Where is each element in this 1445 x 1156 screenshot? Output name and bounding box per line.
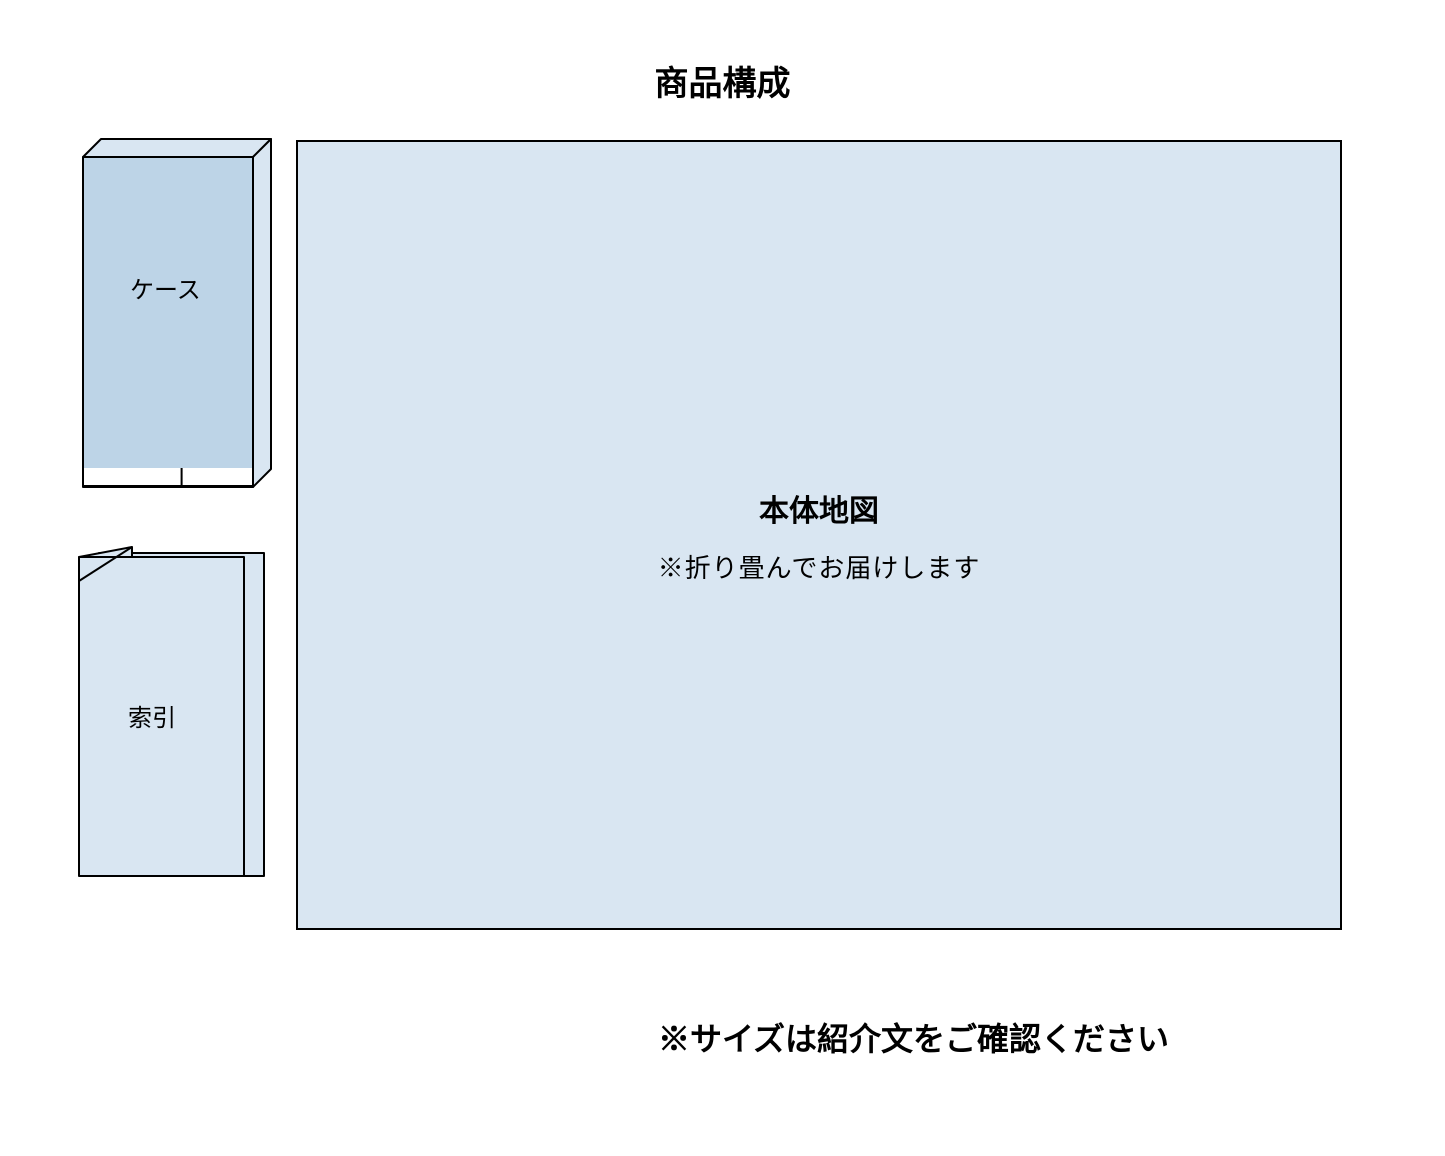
diagram-title: 商品構成 [0, 56, 1445, 105]
case-label: ケース [130, 270, 201, 305]
case-icon [82, 138, 272, 488]
main-map-note: ※折り畳んでお届けします [658, 548, 981, 585]
size-footnote: ※サイズは紹介文をご確認ください [658, 1014, 1169, 1060]
main-map-box: 本体地図 ※折り畳んでお届けします [296, 140, 1342, 930]
index-box: 索引 [78, 546, 263, 876]
case-box: ケース [82, 138, 270, 486]
diagram-canvas: 商品構成 本体地図 ※折り畳んでお届けします ケース 索引 ※サイズは紹介文をご… [0, 0, 1445, 1156]
index-label: 索引 [128, 698, 176, 733]
main-map-label: 本体地図 [759, 486, 879, 530]
